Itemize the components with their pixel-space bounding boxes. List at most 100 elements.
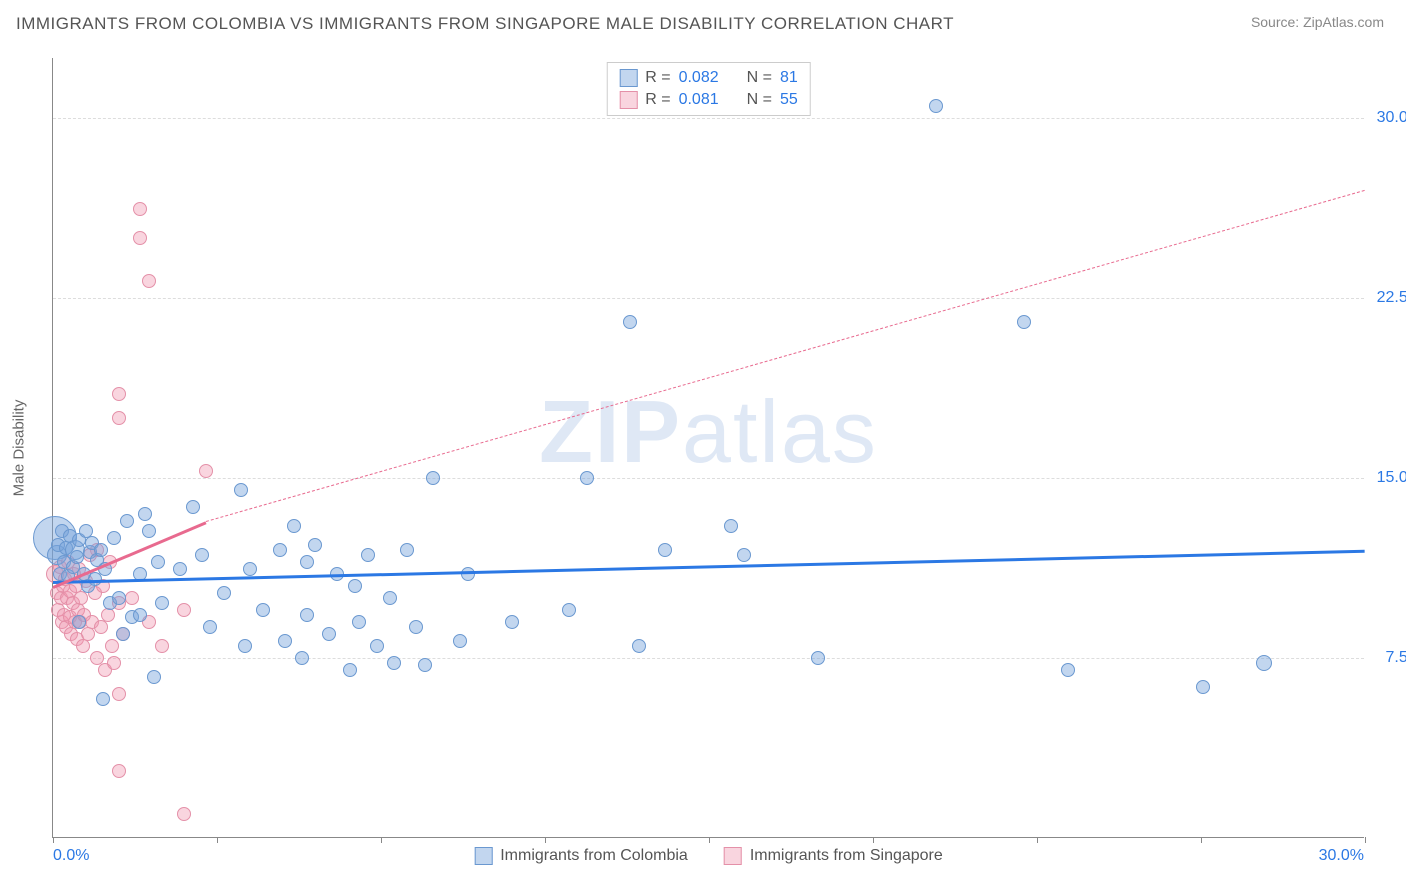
colombia-point: [322, 627, 336, 641]
colombia-point: [453, 634, 467, 648]
x-tick: [1365, 837, 1366, 843]
colombia-point: [623, 315, 637, 329]
y-tick-label: 15.0%: [1377, 469, 1406, 487]
singapore-point: [133, 202, 147, 216]
colombia-point: [116, 627, 130, 641]
singapore-point: [199, 464, 213, 478]
legend-stats: R = 0.082 N = 81 R = 0.081 N = 55: [606, 62, 811, 116]
swatch-singapore: [619, 91, 637, 109]
colombia-point: [426, 471, 440, 485]
colombia-point: [400, 543, 414, 557]
colombia-point: [243, 562, 257, 576]
singapore-point: [94, 620, 108, 634]
y-tick-label: 30.0%: [1377, 109, 1406, 127]
colombia-point: [300, 608, 314, 622]
colombia-point: [352, 615, 366, 629]
colombia-point: [72, 615, 86, 629]
y-tick-label: 22.5%: [1377, 289, 1406, 307]
legend-item-singapore: Immigrants from Singapore: [724, 847, 943, 865]
singapore-point: [112, 411, 126, 425]
colombia-point: [96, 692, 110, 706]
n-value-b: 55: [780, 91, 798, 109]
colombia-point: [929, 99, 943, 113]
colombia-point: [94, 543, 108, 557]
colombia-point: [70, 550, 84, 564]
colombia-point: [217, 586, 231, 600]
colombia-point: [632, 639, 646, 653]
n-value-a: 81: [780, 69, 798, 87]
gridline: [53, 298, 1364, 299]
colombia-point: [658, 543, 672, 557]
colombia-point: [151, 555, 165, 569]
colombia-point: [195, 548, 209, 562]
singapore-point: [112, 687, 126, 701]
colombia-point: [1196, 680, 1210, 694]
x-tick: [709, 837, 710, 843]
colombia-point: [120, 514, 134, 528]
singapore-point: [101, 608, 115, 622]
colombia-point: [295, 651, 309, 665]
colombia-point: [112, 591, 126, 605]
colombia-point: [737, 548, 751, 562]
singapore-point: [177, 603, 191, 617]
colombia-point: [1061, 663, 1075, 677]
singapore-point: [142, 274, 156, 288]
colombia-point: [203, 620, 217, 634]
singapore-point: [112, 764, 126, 778]
colombia-point: [724, 519, 738, 533]
colombia-point: [387, 656, 401, 670]
colombia-point: [173, 562, 187, 576]
legend-item-colombia: Immigrants from Colombia: [474, 847, 688, 865]
colombia-point: [133, 608, 147, 622]
singapore-point: [74, 591, 88, 605]
chart-title: IMMIGRANTS FROM COLOMBIA VS IMMIGRANTS F…: [16, 14, 954, 34]
colombia-point: [138, 507, 152, 521]
colombia-point: [155, 596, 169, 610]
singapore-point: [112, 387, 126, 401]
colombia-point: [343, 663, 357, 677]
source-attribution: Source: ZipAtlas.com: [1251, 14, 1384, 30]
x-axis-min-label: 0.0%: [53, 847, 89, 865]
colombia-point: [1017, 315, 1031, 329]
x-tick: [1201, 837, 1202, 843]
gridline: [53, 658, 1364, 659]
colombia-point: [273, 543, 287, 557]
singapore-point: [125, 591, 139, 605]
swatch-colombia-icon: [474, 847, 492, 865]
colombia-point: [348, 579, 362, 593]
colombia-point: [1256, 655, 1272, 671]
legend-stats-row-a: R = 0.082 N = 81: [619, 67, 798, 89]
colombia-point: [580, 471, 594, 485]
colombia-point: [147, 670, 161, 684]
gridline: [53, 118, 1364, 119]
watermark: ZIPatlas: [539, 381, 878, 483]
singapore-point: [133, 231, 147, 245]
legend-series: Immigrants from Colombia Immigrants from…: [474, 847, 943, 865]
singapore-point: [155, 639, 169, 653]
colombia-point: [383, 591, 397, 605]
singapore-point: [105, 639, 119, 653]
chart-container: IMMIGRANTS FROM COLOMBIA VS IMMIGRANTS F…: [0, 0, 1406, 892]
colombia-point: [505, 615, 519, 629]
colombia-point: [142, 524, 156, 538]
legend-stats-row-b: R = 0.081 N = 55: [619, 89, 798, 111]
x-axis-max-label: 30.0%: [1319, 847, 1364, 865]
y-axis-title: Male Disability: [11, 399, 28, 496]
plot-area: ZIPatlas Male Disability R = 0.082 N = 8…: [52, 58, 1364, 838]
colombia-point: [107, 531, 121, 545]
y-tick-label: 7.5%: [1386, 649, 1406, 667]
singapore-point: [177, 807, 191, 821]
x-tick: [53, 837, 54, 843]
colombia-point: [186, 500, 200, 514]
singapore-point: [81, 627, 95, 641]
colombia-point: [370, 639, 384, 653]
colombia-point: [361, 548, 375, 562]
colombia-point: [287, 519, 301, 533]
singapore-point: [76, 639, 90, 653]
trendline: [206, 190, 1365, 522]
singapore-point: [107, 656, 121, 670]
colombia-point: [461, 567, 475, 581]
colombia-point: [409, 620, 423, 634]
colombia-point: [562, 603, 576, 617]
x-tick: [545, 837, 546, 843]
